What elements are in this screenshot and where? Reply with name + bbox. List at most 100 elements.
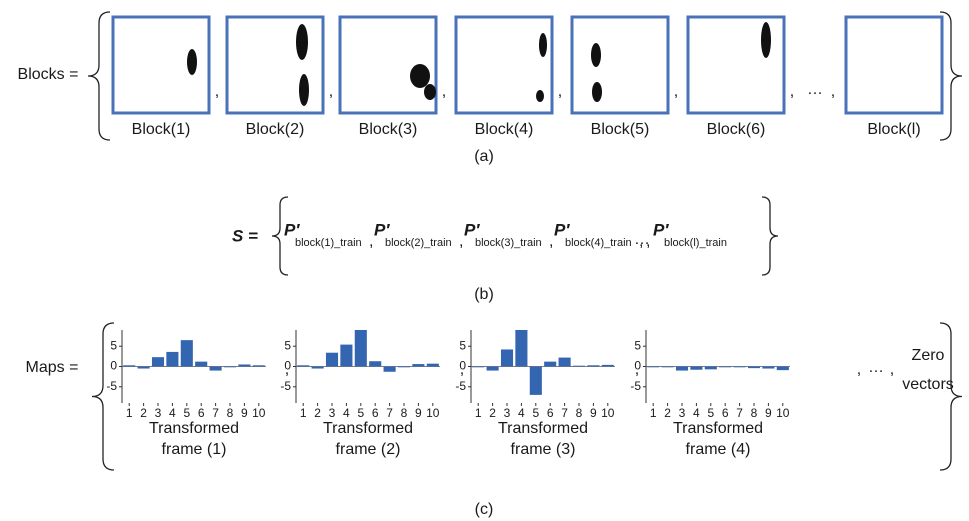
y-tick-label: 5 bbox=[459, 338, 466, 352]
x-tick-label: 1 bbox=[475, 406, 482, 420]
chart-caption: frame (4) bbox=[686, 441, 751, 458]
x-tick-label: 1 bbox=[650, 406, 657, 420]
caption: (c) bbox=[475, 501, 494, 518]
subscript: block(4)_train bbox=[565, 237, 632, 249]
block-pattern bbox=[187, 49, 197, 75]
bar bbox=[602, 365, 614, 367]
x-tick-label: 6 bbox=[372, 406, 379, 420]
separator: , bbox=[215, 83, 219, 100]
block-pattern bbox=[592, 82, 602, 102]
bar bbox=[777, 367, 789, 371]
x-tick-label: 5 bbox=[532, 406, 539, 420]
bar bbox=[734, 367, 746, 368]
tail-text: Zero bbox=[912, 347, 945, 364]
block-frame bbox=[846, 17, 942, 113]
block-pattern bbox=[410, 64, 430, 88]
chart-caption: frame (3) bbox=[511, 441, 576, 458]
block-pattern bbox=[591, 43, 601, 67]
block-label: Block(3) bbox=[359, 121, 418, 138]
x-tick-label: 9 bbox=[415, 406, 422, 420]
y-tick-label: 5 bbox=[634, 338, 641, 352]
ellipsis: … bbox=[807, 81, 823, 98]
chart-caption: Transformed bbox=[673, 420, 763, 437]
block-label: Block(1) bbox=[132, 121, 191, 138]
y-tick-label: -5 bbox=[455, 379, 466, 393]
block-label: Block(6) bbox=[707, 121, 766, 138]
block-label: Block(5) bbox=[591, 121, 650, 138]
x-tick-label: 10 bbox=[776, 406, 790, 420]
block-label: Block(l) bbox=[867, 121, 920, 138]
bar bbox=[312, 367, 324, 369]
bar bbox=[412, 364, 424, 366]
ellipsis: … bbox=[868, 359, 884, 376]
maps-label: Maps = bbox=[26, 359, 79, 376]
x-tick-label: 10 bbox=[601, 406, 615, 420]
separator: , bbox=[790, 83, 794, 100]
block-pattern bbox=[424, 84, 436, 100]
y-tick-label: 5 bbox=[110, 338, 117, 352]
bar bbox=[647, 367, 659, 368]
chart-caption: frame (1) bbox=[162, 441, 227, 458]
bar bbox=[559, 358, 571, 367]
bar bbox=[544, 362, 556, 367]
caption: (b) bbox=[474, 286, 494, 303]
x-tick-label: 3 bbox=[679, 406, 686, 420]
x-tick-label: 6 bbox=[722, 406, 729, 420]
y-tick-label: 0 bbox=[459, 359, 466, 373]
x-tick-label: 7 bbox=[561, 406, 568, 420]
separator: , bbox=[329, 83, 333, 100]
bar bbox=[297, 365, 309, 366]
block-pattern bbox=[761, 22, 771, 58]
separator: , bbox=[646, 233, 650, 250]
bar bbox=[705, 367, 717, 370]
bar bbox=[326, 353, 338, 367]
bar bbox=[472, 367, 484, 368]
brace bbox=[940, 323, 962, 470]
x-tick-label: 5 bbox=[357, 406, 364, 420]
bar bbox=[515, 330, 527, 367]
separator: , bbox=[459, 233, 463, 250]
block-pattern bbox=[536, 90, 544, 102]
x-tick-label: 6 bbox=[198, 406, 205, 420]
y-tick-label: -5 bbox=[630, 379, 641, 393]
bar bbox=[210, 367, 222, 371]
bar bbox=[427, 364, 439, 367]
bar bbox=[340, 345, 352, 367]
x-tick-label: 2 bbox=[314, 406, 321, 420]
subscript: block(2)_train bbox=[385, 237, 452, 249]
caption: (a) bbox=[474, 148, 494, 165]
brace bbox=[88, 12, 110, 140]
block-label: Block(4) bbox=[475, 121, 534, 138]
separator: , bbox=[369, 233, 373, 250]
y-tick-label: 0 bbox=[110, 359, 117, 373]
x-tick-label: 9 bbox=[241, 406, 248, 420]
x-tick-label: 1 bbox=[126, 406, 133, 420]
bar bbox=[138, 367, 150, 369]
x-tick-label: 4 bbox=[518, 406, 525, 420]
subscript: block(l)_train bbox=[664, 237, 727, 249]
bar bbox=[719, 367, 731, 368]
bar bbox=[369, 361, 381, 366]
y-tick-label: -5 bbox=[280, 379, 291, 393]
brace bbox=[762, 197, 778, 275]
bar bbox=[152, 357, 164, 366]
y-tick-label: 0 bbox=[284, 359, 291, 373]
block-label: Block(2) bbox=[246, 121, 305, 138]
bar bbox=[487, 367, 499, 371]
x-tick-label: 2 bbox=[140, 406, 147, 420]
x-tick-label: 3 bbox=[155, 406, 162, 420]
chart-caption: Transformed bbox=[498, 420, 588, 437]
bar bbox=[224, 367, 236, 368]
s-label: S = bbox=[232, 226, 258, 245]
x-tick-label: 1 bbox=[300, 406, 307, 420]
y-tick-label: -5 bbox=[106, 379, 117, 393]
x-tick-label: 9 bbox=[765, 406, 772, 420]
x-tick-label: 7 bbox=[212, 406, 219, 420]
block-pattern bbox=[299, 74, 309, 106]
separator: , bbox=[674, 83, 678, 100]
x-tick-label: 4 bbox=[693, 406, 700, 420]
block-frame bbox=[227, 17, 323, 113]
x-tick-label: 6 bbox=[547, 406, 554, 420]
bar bbox=[573, 366, 585, 367]
bar bbox=[355, 330, 367, 367]
